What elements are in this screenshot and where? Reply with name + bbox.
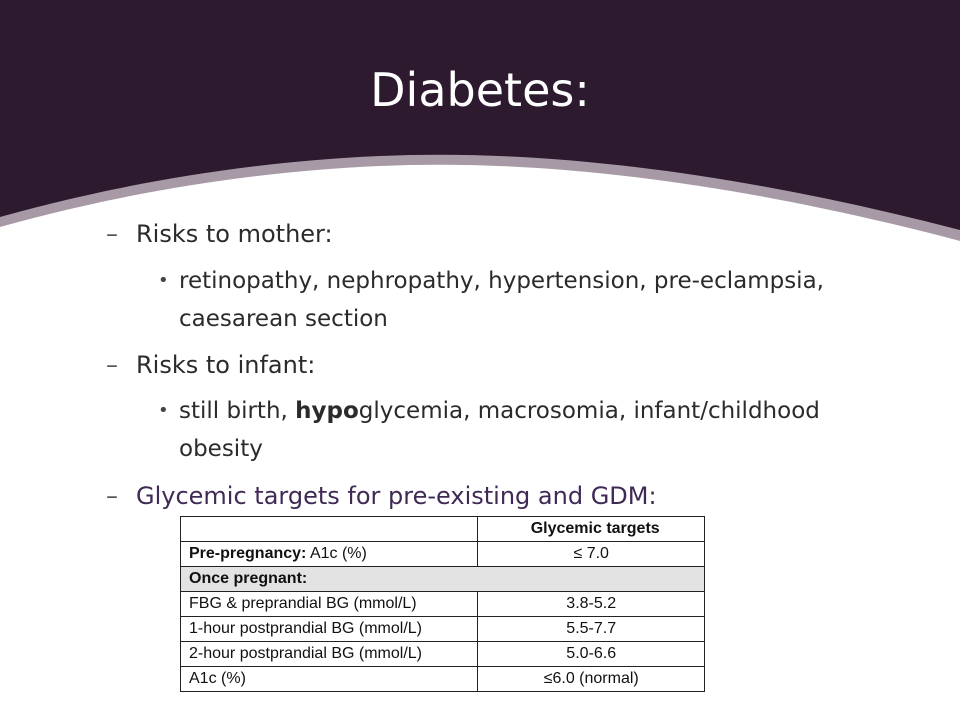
table-row: 1-hour postprandial BG (mmol/L) 5.5-7.7 [179,616,705,642]
risks-mother-detail-line1: retinopathy, nephropathy, hypertension, … [179,268,824,294]
bullet-marker: • [158,270,169,291]
table-header-empty [179,516,479,542]
bullet-marker: • [158,400,169,421]
risks-infant-detail-line2: obesity [179,436,263,462]
table-section-label: Once pregnant: [180,566,705,592]
prepregnancy-label: Pre-pregnancy: [189,545,307,562]
dash-marker: – [106,351,118,379]
table-cell-label: 1-hour postprandial BG (mmol/L) [179,616,479,642]
risks-infant-label: Risks to infant: [136,351,316,379]
table-cell-value: ≤6.0 (normal) [477,666,705,692]
table-row: FBG & preprandial BG (mmol/L) 3.8-5.2 [179,591,705,617]
table-header-glycemic-targets: Glycemic targets [477,516,705,542]
table-cell-value: 5.0-6.6 [477,641,705,667]
risks-mother-heading: – Risks to mother: [106,218,333,250]
glycemic-targets-heading: – Glycemic targets for pre-existing and G… [106,480,657,512]
risks-infant-text-post: glycemia, macrosomia, infant/childhood [358,398,820,424]
risks-infant-text-bold: hypo [295,398,359,424]
table-row: A1c (%) ≤6.0 (normal) [179,666,705,692]
table-cell-label: 2-hour postprandial BG (mmol/L) [179,641,479,667]
table-cell-label: FBG & preprandial BG (mmol/L) [179,591,479,617]
title-banner [0,0,960,241]
dash-marker: – [106,220,118,248]
risks-infant-text-pre: still birth, [179,398,296,424]
risks-mother-detail-line2: caesarean section [179,306,388,332]
glycemic-targets-table: Glycemic targets Pre-pregnancy: A1c (%) … [179,516,705,692]
dash-marker: – [106,482,118,510]
slide-title: Diabetes: [370,63,590,117]
risks-infant-detail-line1: still birth, hypoglycemia, macrosomia, i… [158,392,918,430]
risks-mother-detail: • retinopathy, nephropathy, hypertension… [158,262,918,338]
table-header-row: Glycemic targets [179,516,705,542]
risks-mother-label: Risks to mother: [136,220,333,248]
table-row-prepregnancy: Pre-pregnancy: A1c (%) ≤ 7.0 [179,541,705,567]
prepregnancy-measure: A1c (%) [306,545,367,562]
table-section-row: Once pregnant: [180,566,705,592]
glycemic-targets-label: Glycemic targets for pre-existing and GD… [136,482,657,510]
title-banner-fill [0,0,960,230]
table-cell-label: Pre-pregnancy: A1c (%) [179,541,479,567]
risks-infant-heading: – Risks to infant: [106,349,315,381]
table-row: 2-hour postprandial BG (mmol/L) 5.0-6.6 [179,641,705,667]
table-cell-value: ≤ 7.0 [477,541,705,567]
table-cell-label: A1c (%) [179,666,479,692]
table-cell-value: 3.8-5.2 [477,591,705,617]
table-cell-value: 5.5-7.7 [477,616,705,642]
risks-infant-detail: • still birth, hypoglycemia, macrosomia,… [158,392,918,468]
